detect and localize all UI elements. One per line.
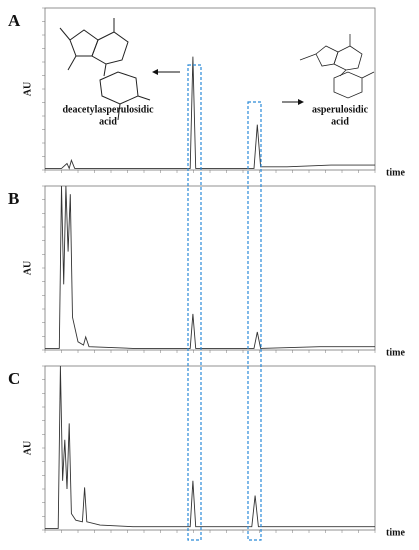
y-axis-label: AU: [22, 441, 33, 455]
panel-label: B: [8, 189, 19, 208]
structure-deacetyl: [59, 18, 151, 121]
x-axis-label: time: [386, 347, 405, 358]
arrow-head: [152, 69, 158, 75]
plot-frame: [44, 7, 376, 171]
compound-name: acid: [331, 116, 349, 127]
compound-name: acid: [99, 116, 117, 127]
x-axis-label: time: [386, 527, 405, 538]
chromatogram: [45, 366, 375, 529]
compound-name: asperulosidic: [312, 104, 369, 115]
chromatogram: [45, 186, 375, 349]
panel-label: A: [8, 11, 21, 30]
highlight-box: [247, 101, 262, 541]
highlight-box: [187, 64, 202, 541]
compound-name: deacetylasperulosidic: [62, 104, 154, 115]
plot-frame: [44, 365, 376, 531]
panel-label: C: [8, 369, 20, 388]
structure-asperulosidic: [299, 34, 375, 99]
arrow-head: [298, 99, 304, 105]
x-axis-label: time: [386, 167, 405, 178]
y-axis-label: AU: [22, 82, 33, 96]
plot-frame: [44, 185, 376, 351]
y-axis-label: AU: [22, 261, 33, 275]
